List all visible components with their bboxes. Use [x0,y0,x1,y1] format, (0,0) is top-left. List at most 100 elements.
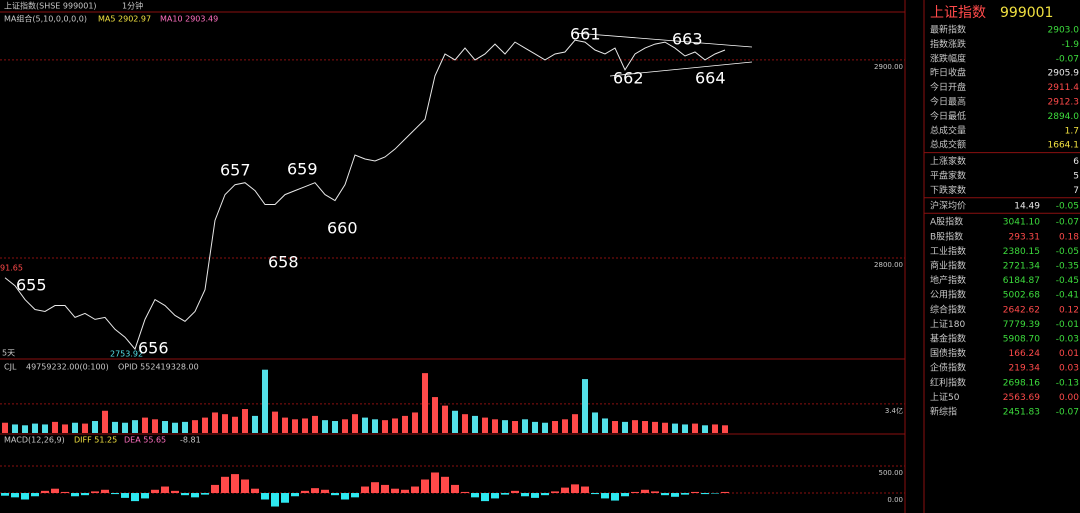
volume-bar [332,421,338,433]
quote-value: 2642.62 [1003,305,1040,315]
quote-label: 红利指数 [930,376,966,388]
macd-bar [191,493,199,498]
quote-label: 地产指数 [930,274,966,286]
quote-change: 0.12 [1059,305,1079,315]
volume-legend: 49759232.00(0:100) [26,363,109,372]
quote-value: 2380.15 [1003,247,1040,257]
quote-label: 商业指数 [930,260,966,272]
macd-bar [471,493,479,498]
volume-bar [572,414,578,433]
quote-label: 基金指数 [930,333,966,345]
volume-bar [652,421,658,433]
quote-label: 平盘家数 [930,170,966,182]
wave-label: 656 [138,339,169,358]
volume-bar [302,418,308,433]
volume-bar [532,421,538,433]
ma10-legend: MA10 2903.49 [160,15,218,24]
quote-change: -0.05 [1056,201,1079,211]
volume-bar [52,421,58,433]
macd-bar [521,493,529,497]
volume-bar [192,420,198,433]
quote-value: 2698.16 [1003,378,1040,388]
trend-line [609,61,753,77]
macd-bar [661,493,669,496]
quote-label: 今日最高 [930,96,966,108]
macd-bar [351,493,359,498]
quote-label: 今日开盘 [930,81,966,93]
volume-bar [452,410,458,433]
macd-bar [691,491,699,494]
quote-change: -0.07 [1056,218,1079,228]
macd-bar [441,476,449,494]
volume-bar [632,420,638,433]
volume-bar [582,379,588,433]
macd-bar [221,476,229,494]
quote-change: -0.13 [1056,378,1079,388]
volume-bar [102,410,108,433]
macd-bar [381,484,389,494]
quote-value: -0.07 [1056,54,1079,64]
quote-value: 293.31 [1009,232,1041,242]
macd-bar [461,491,469,494]
quote-value: 2912.3 [1048,98,1080,108]
macd-bar [61,491,69,494]
macd-bar [171,490,179,494]
volume-bar [142,417,148,433]
quote-value: 2894.0 [1048,112,1080,122]
volume-bar [152,419,158,433]
volume-bar [252,415,258,433]
period[interactable]: 1分钟 [122,1,143,11]
volume-bar [602,418,608,433]
macd-legend: MACD(12,26,9) [4,436,65,445]
volume-bar [562,419,568,433]
volume-bar [122,422,128,433]
quote-value: -1.9 [1061,40,1079,50]
volume-bar [132,420,138,433]
quote-value: 1.7 [1065,126,1079,136]
macd-bar [211,484,219,494]
macd-bar [161,486,169,494]
macd-bar [641,489,649,494]
wave-label: 660 [327,219,358,238]
quote-value: 7779.39 [1003,320,1040,330]
volume-bar [222,414,228,433]
volume-bar [682,424,688,433]
macd-bar [721,491,729,494]
quote-value: 5 [1073,172,1079,182]
macd-bar [551,491,559,494]
quote-value: 6184.87 [1003,276,1040,286]
quote-value: 7 [1073,186,1079,196]
volume-bar [382,420,388,433]
volume-bar [492,419,498,433]
volume-bar [182,421,188,433]
quote-value: 5908.70 [1003,335,1040,345]
macd-bar [561,487,569,494]
ma5-legend: MA5 2902.97 [98,15,151,24]
macd-bar [481,493,489,502]
macd-bar [511,490,519,494]
macd-bar [121,493,129,498]
quote-label: 最新指数 [930,24,966,36]
ma-legend: MA组合(5,10,0,0,0,0) [4,14,87,24]
macd-bar [411,486,419,494]
quote-value: 2563.69 [1003,393,1040,403]
macd-bar [541,493,549,496]
macd-bar [651,491,659,494]
y-tick-label: 2800.00 [874,261,903,269]
wave-label: 655 [16,276,47,295]
volume-bar [722,425,728,433]
macd-legend: DEA 55.65 [124,436,166,445]
volume-bar [92,421,98,433]
quote-value: 5002.68 [1003,291,1040,301]
volume-bar [702,425,708,433]
macd-bar [601,493,609,499]
volume-bar [42,424,48,433]
quote-value: 3041.10 [1003,218,1040,228]
macd-bar [681,493,689,495]
volume-bar [402,415,408,433]
quote-value: 2721.34 [1003,262,1040,272]
macd-bar [421,479,429,494]
macd-bar [1,493,9,496]
macd-bar [281,493,289,503]
